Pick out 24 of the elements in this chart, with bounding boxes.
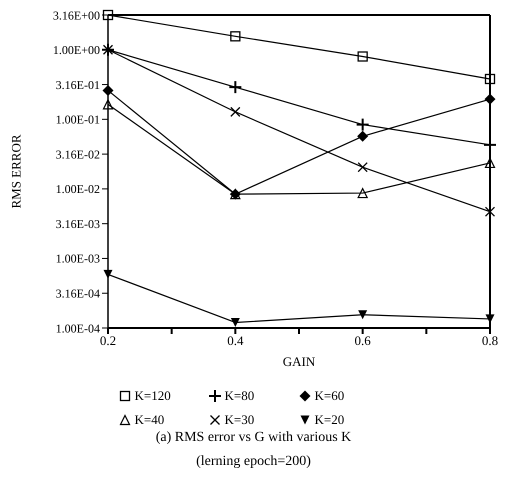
y-tick-label: 3.16E-02: [56, 147, 100, 162]
y-tick-label: 1.00E-02: [56, 182, 100, 196]
y-tick-label: 3.16E-01: [56, 78, 100, 92]
y-tick-label: 3.16E+00: [52, 8, 100, 22]
text: (a) RMS error vs G with various K: [154, 430, 352, 446]
y-tick-label: 3.16E-04: [56, 286, 100, 300]
x-tick-label: 0.4: [227, 333, 244, 348]
legend-label: K=80: [224, 388, 254, 404]
y-tick-label: 1.00E-03: [56, 252, 100, 266]
y-tick-label: 1.00E-04: [56, 321, 100, 336]
legend-label: K=30: [224, 412, 254, 428]
text: (lerning epoch=200): [195, 454, 312, 470]
x-tick-label: 0.2: [100, 333, 116, 348]
x-tick-label: 0.8: [482, 333, 498, 348]
y-axis-title: RMS ERROR: [8, 134, 24, 209]
x-tick-label: 0.6: [354, 333, 372, 348]
legend-label: K=20: [314, 412, 344, 428]
legend-label: K=60: [314, 388, 344, 404]
x-axis-title: GAIN: [282, 354, 316, 369]
y-tick-label: 3.16E-03: [56, 216, 100, 231]
legend-label: K=120: [134, 388, 171, 404]
legend-label: K=40: [134, 412, 164, 428]
y-tick-label: 1.00E-01: [56, 112, 100, 127]
y-tick-label: 1.00E+00: [52, 43, 100, 58]
